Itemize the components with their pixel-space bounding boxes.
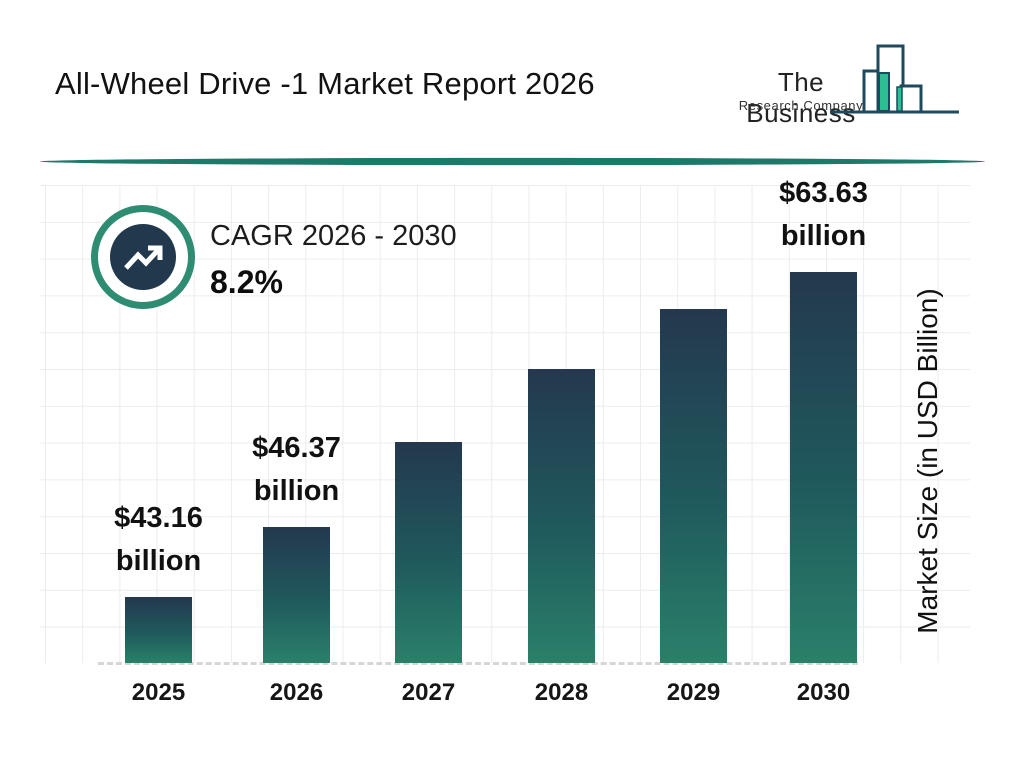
bar-2030 <box>790 272 857 663</box>
trending-up-icon <box>124 245 163 270</box>
bar-group-2027: 2027 <box>395 185 462 706</box>
divider-line <box>40 157 985 166</box>
y-axis-label: Market Size (in USD Billion) <box>912 288 943 634</box>
cagr-badge-circle <box>110 224 176 290</box>
cagr-badge-inner-ring <box>98 212 188 302</box>
bar-group-2026: $46.37 billion 2026 <box>252 185 341 706</box>
x-tick-2025: 2025 <box>131 679 186 706</box>
x-tick-2028: 2028 <box>534 679 589 706</box>
bar-2027 <box>395 442 462 663</box>
axis-baseline <box>98 662 858 665</box>
cagr-value: 8.2% <box>210 264 283 300</box>
cagr-badge <box>91 205 195 309</box>
bar-2026 <box>263 527 330 663</box>
company-logo: The Business Research Company <box>723 40 973 128</box>
x-tick-2026: 2026 <box>269 679 324 706</box>
value-label: $63.63 billion <box>779 177 868 252</box>
bar-group-2028: 2028 <box>528 185 595 706</box>
bar-2028 <box>528 369 595 663</box>
x-tick-2029: 2029 <box>666 679 721 706</box>
bar-2025 <box>125 597 192 663</box>
bar-2029 <box>660 309 727 663</box>
value-label: $46.37 billion <box>252 432 341 507</box>
logo-text-line2: Research Company <box>738 98 864 113</box>
bar-group-2030: $63.63 billion 2030 <box>779 177 868 706</box>
bar-group-2029: 2029 <box>660 185 727 706</box>
page-title: All-Wheel Drive -1 Market Report 2026 <box>55 66 595 101</box>
value-label: $43.16 billion <box>114 502 203 577</box>
bar-group-2025: $43.16 billion 2025 <box>114 185 203 706</box>
x-tick-2030: 2030 <box>796 679 851 706</box>
x-tick-2027: 2027 <box>401 679 456 706</box>
bar-chart-icon <box>830 44 959 114</box>
chart-plot-area: $43.16 billion 2025 $46.37 billion 2026 20… <box>40 177 970 706</box>
cagr-period-label: CAGR 2026 - 2030 <box>210 220 457 252</box>
